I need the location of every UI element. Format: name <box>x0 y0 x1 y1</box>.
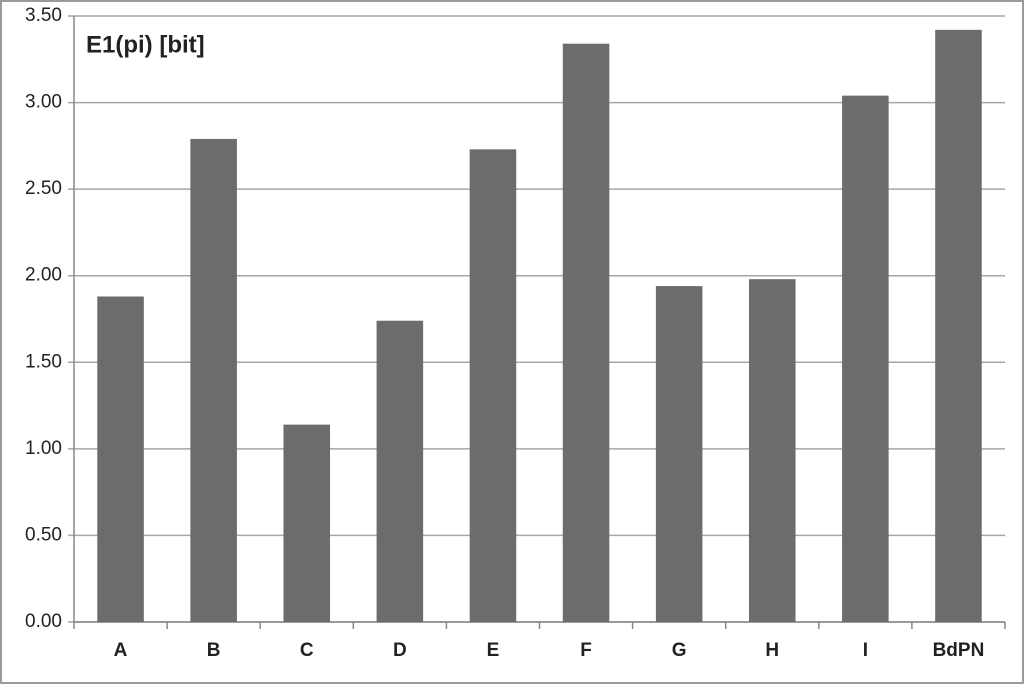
x-tick-label: A <box>114 640 128 661</box>
x-tick-label: H <box>765 640 779 661</box>
x-tick-label: E <box>487 640 500 661</box>
y-tick-label: 3.00 <box>25 92 62 113</box>
bar <box>748 279 796 622</box>
x-tick-label: I <box>863 640 868 661</box>
x-tick-label: BdPN <box>933 640 985 661</box>
x-tick-label: D <box>393 640 407 661</box>
x-tick-label: G <box>672 640 687 661</box>
y-tick-label: 2.50 <box>25 178 62 199</box>
y-tick-label: 3.50 <box>25 5 62 26</box>
bar <box>283 424 331 622</box>
y-tick-label: 1.50 <box>25 351 62 372</box>
x-tick-label: C <box>300 640 314 661</box>
bar <box>376 320 424 622</box>
bars <box>97 29 982 623</box>
y-tick-label: 0.00 <box>25 611 62 632</box>
x-tick-label: F <box>580 640 592 661</box>
bar <box>842 95 889 623</box>
y-tick-label: 2.00 <box>25 265 62 286</box>
bar <box>935 29 982 622</box>
bar <box>562 43 610 622</box>
bar <box>469 149 517 622</box>
bar <box>97 296 144 622</box>
bar <box>655 286 703 622</box>
y-tick-label: 0.50 <box>25 524 62 545</box>
x-tick-label: B <box>207 640 221 661</box>
y-tick-label: 1.00 <box>25 438 62 459</box>
bar <box>190 138 237 622</box>
chart-title: E1(pi) [bit] <box>86 31 205 58</box>
